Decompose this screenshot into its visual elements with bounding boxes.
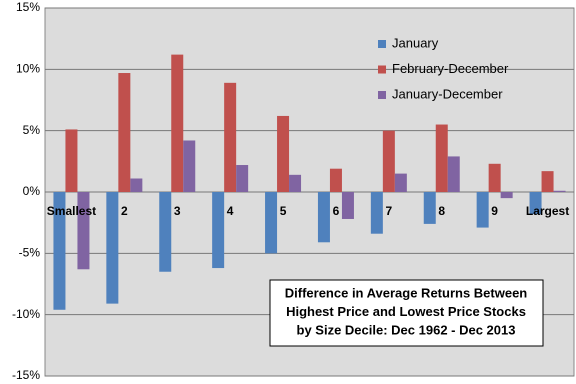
y-tick-label: -5%	[19, 246, 41, 260]
bar	[171, 54, 184, 192]
bar	[435, 124, 448, 192]
bar	[541, 171, 554, 192]
bar	[236, 165, 249, 192]
bar	[159, 192, 172, 272]
legend-swatch	[378, 40, 386, 48]
bar	[277, 115, 290, 192]
bar	[317, 192, 330, 243]
x-tick-label: Smallest	[47, 204, 96, 218]
bar	[529, 192, 542, 215]
bar	[53, 192, 66, 310]
y-tick-label: 5%	[23, 123, 41, 137]
x-tick-label: 4	[227, 204, 234, 218]
x-tick-label: 7	[386, 204, 393, 218]
bar	[500, 192, 513, 199]
bar	[329, 168, 342, 192]
bar	[118, 73, 131, 192]
y-tick-label: 15%	[16, 0, 40, 14]
legend-label: January	[392, 35, 439, 50]
bar	[382, 130, 395, 192]
bar	[265, 192, 278, 254]
legend-label: January-December	[392, 86, 503, 101]
y-tick-label: 10%	[16, 62, 40, 76]
y-tick-label: -15%	[12, 368, 40, 382]
x-tick-label: 3	[174, 204, 181, 218]
bar	[106, 192, 119, 304]
bar	[224, 82, 237, 192]
x-tick-label: 2	[121, 204, 128, 218]
legend-swatch	[378, 91, 386, 99]
x-tick-label: Largest	[526, 204, 569, 218]
y-tick-label: 0%	[23, 184, 41, 198]
annotation-text: Difference in Average Returns Between	[285, 285, 528, 300]
bar	[130, 178, 143, 192]
bar	[553, 190, 566, 192]
x-tick-label: 9	[491, 204, 498, 218]
bar	[394, 173, 407, 192]
annotation-box	[269, 279, 544, 347]
bar	[341, 192, 354, 219]
bar	[476, 192, 489, 228]
bar	[183, 140, 196, 192]
x-tick-label: 8	[438, 204, 445, 218]
bar	[370, 192, 383, 234]
bar	[488, 163, 501, 192]
bar	[65, 129, 78, 192]
legend-label: February-December	[392, 61, 509, 76]
x-tick-label: 6	[333, 204, 340, 218]
legend-swatch	[378, 65, 386, 74]
y-tick-label: -10%	[12, 307, 40, 321]
bar	[447, 156, 460, 192]
bar	[289, 174, 302, 192]
bar	[212, 192, 225, 269]
annotation-text: by Size Decile: Dec 1962 - Dec 2013	[297, 322, 516, 337]
annotation-text: Highest Price and Lowest Price Stocks	[286, 304, 526, 319]
x-tick-label: 5	[280, 204, 287, 218]
bar	[77, 192, 90, 270]
bar	[423, 192, 436, 224]
